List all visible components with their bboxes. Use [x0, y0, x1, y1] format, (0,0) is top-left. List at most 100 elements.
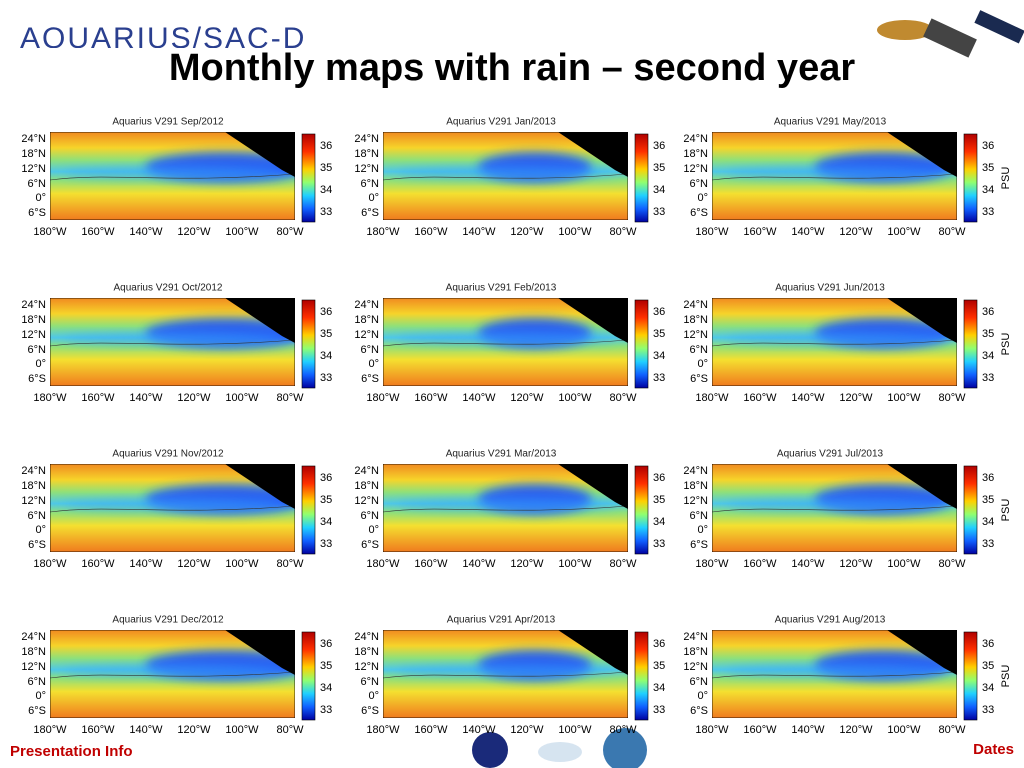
lon-label: 160°W: [414, 226, 448, 238]
panel-title: Aquarius V291 Jul/2013: [777, 449, 884, 460]
lon-label: 140°W: [129, 558, 163, 570]
lon-label: 140°W: [462, 558, 496, 570]
lon-label: 180°W: [695, 392, 729, 404]
lat-label: 24°N: [21, 299, 46, 311]
colorbar: [963, 465, 978, 555]
colorbar-tick: 35: [320, 494, 332, 506]
land: [225, 464, 295, 509]
lat-label: 0°: [697, 192, 708, 204]
lat-label: 6°S: [28, 539, 46, 551]
lon-label: 160°W: [743, 226, 777, 238]
lat-label: 6°N: [690, 676, 709, 688]
fresh-band: [395, 499, 616, 512]
lon-label: 160°W: [81, 724, 115, 736]
colorbar: [301, 465, 316, 555]
land: [558, 298, 628, 343]
colorbar-tick: 34: [653, 350, 665, 362]
map-panel: Aquarius V291 Dec/2012 24°N 18°N 12°N 6°N 0° 6…: [21, 615, 332, 736]
lat-label: 6°S: [690, 539, 708, 551]
map-panel: Aquarius V291 May/2013 24°N 18°N 12°N 6°N 0° 6…: [683, 117, 1011, 238]
panel-title: Aquarius V291 Aug/2013: [775, 615, 886, 626]
map-image: [50, 132, 295, 220]
colorbar-tick: 33: [982, 704, 994, 716]
lat-label: 0°: [368, 524, 379, 536]
rain-contour: [50, 339, 295, 347]
rain-contour: [712, 671, 957, 679]
lat-label: 24°N: [683, 465, 708, 477]
map-image: [712, 464, 957, 552]
colorbar-tick: 34: [320, 516, 332, 528]
lat-label: 12°N: [21, 495, 46, 507]
panel-title: Aquarius V291 Feb/2013: [446, 283, 557, 294]
lat-label: 24°N: [354, 133, 379, 145]
lat-label: 6°N: [361, 510, 380, 522]
map-image: [50, 298, 295, 386]
panel-title: Aquarius V291 Dec/2012: [112, 615, 224, 626]
lon-label: 120°W: [839, 724, 873, 736]
satellite-icon: [877, 10, 1024, 58]
lat-label: 24°N: [683, 631, 708, 643]
map-image: [383, 298, 628, 386]
lat-label: 12°N: [21, 661, 46, 673]
colorbar-tick: 35: [320, 328, 332, 340]
colorbar-tick: 36: [982, 638, 994, 650]
lat-label: 18°N: [683, 480, 708, 492]
colorbar: [301, 133, 316, 223]
colorbar-tick: 33: [982, 206, 994, 218]
colorbar-tick: 35: [653, 328, 665, 340]
fresh-band: [395, 333, 616, 346]
lon-label: 160°W: [414, 558, 448, 570]
colorbar-tick: 34: [982, 682, 994, 694]
lon-label: 180°W: [366, 226, 400, 238]
colorbar-tick: 35: [982, 660, 994, 672]
colorbar: [634, 133, 649, 223]
logo-mask: [0, 48, 340, 60]
lon-label: 180°W: [33, 226, 67, 238]
lat-label: 12°N: [354, 495, 379, 507]
lon-label: 120°W: [177, 558, 211, 570]
lat-label: 24°N: [683, 299, 708, 311]
land: [887, 132, 957, 177]
colorbar-tick: 36: [320, 472, 332, 484]
map-panel: Aquarius V291 Jan/2013 24°N 18°N 12°N 6°N 0° 6…: [354, 117, 665, 238]
colorbar-tick: 34: [982, 516, 994, 528]
map-image: [712, 630, 957, 718]
lon-label: 80°W: [609, 558, 637, 570]
lon-label: 80°W: [609, 226, 637, 238]
lat-label: 6°N: [361, 178, 380, 190]
lon-label: 100°W: [887, 724, 921, 736]
land: [887, 464, 957, 509]
lon-label: 100°W: [225, 558, 259, 570]
lon-label: 80°W: [938, 226, 966, 238]
colorbar-tick: 35: [653, 494, 665, 506]
colorbar: [963, 299, 978, 389]
lon-label: 180°W: [695, 226, 729, 238]
panel-title: Aquarius V291 Nov/2012: [112, 449, 224, 460]
lat-label: 6°N: [361, 344, 380, 356]
footer-right: Dates: [973, 741, 1014, 758]
lat-label: 6°S: [690, 705, 708, 717]
colorbar-tick: 33: [982, 372, 994, 384]
lon-label: 80°W: [609, 392, 637, 404]
lat-label: 18°N: [354, 480, 379, 492]
lon-label: 140°W: [791, 558, 825, 570]
panel-title: Aquarius V291 Jan/2013: [446, 117, 556, 128]
lon-label: 80°W: [276, 724, 304, 736]
rain-contour: [50, 173, 295, 181]
colorbar-tick: 33: [320, 704, 332, 716]
lat-label: 6°S: [690, 373, 708, 385]
lat-label: 0°: [697, 358, 708, 370]
lat-label: 12°N: [21, 329, 46, 341]
map-image: [383, 464, 628, 552]
colorbar-tick: 36: [653, 306, 665, 318]
colorbar-tick: 36: [320, 306, 332, 318]
colorbar-tick: 35: [320, 660, 332, 672]
lat-label: 0°: [368, 358, 379, 370]
lat-label: 24°N: [354, 631, 379, 643]
land: [887, 630, 957, 675]
lat-label: 0°: [368, 192, 379, 204]
lon-label: 160°W: [743, 724, 777, 736]
footer-logos: [472, 728, 647, 768]
lat-label: 6°S: [28, 705, 46, 717]
lon-label: 120°W: [839, 558, 873, 570]
